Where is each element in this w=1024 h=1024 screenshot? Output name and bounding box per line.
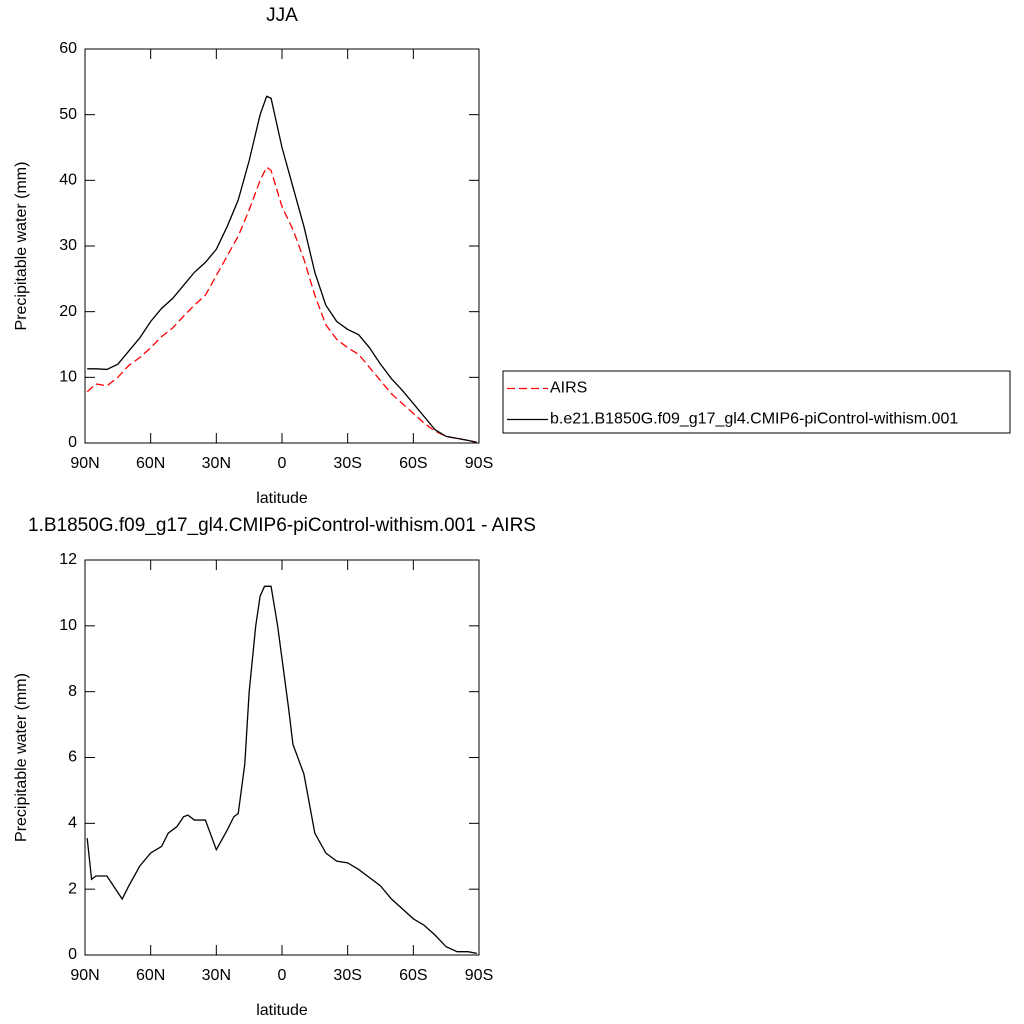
chart-title: 1.B1850G.f09_g17_gl4.CMIP6-piControl-wit… <box>28 515 536 536</box>
plot-frame <box>84 48 480 444</box>
y-tick-label: 50 <box>59 106 77 123</box>
x-tick-label: 30S <box>333 455 361 472</box>
y-tick-label: 6 <box>68 749 77 766</box>
y-tick-label: 30 <box>59 237 77 254</box>
data-line <box>86 585 477 954</box>
x-tick-label: 60S <box>399 967 427 984</box>
y-tick-label: 40 <box>59 172 77 189</box>
legend-box <box>502 370 1011 434</box>
legend-label: AIRS <box>550 380 587 397</box>
data-line <box>87 95 477 443</box>
x-axis-label: latitude <box>256 490 308 507</box>
data-line <box>86 166 477 443</box>
x-tick-label: 90S <box>465 455 493 472</box>
x-axis-label: latitude <box>256 1002 308 1019</box>
y-tick-label: 10 <box>59 617 77 634</box>
y-tick-label: 0 <box>68 434 77 451</box>
y-tick-label: 20 <box>59 303 77 320</box>
x-tick-label: 30N <box>202 967 231 984</box>
x-tick-label: 30N <box>202 455 231 472</box>
x-tick-label: 60S <box>399 455 427 472</box>
x-tick-label: 0 <box>278 967 287 984</box>
legend-label: b.e21.B1850G.f09_g17_gl4.CMIP6-piControl… <box>550 411 958 428</box>
chart-title: JJA <box>266 5 298 26</box>
y-tick-label: 10 <box>59 369 77 386</box>
x-tick-label: 30S <box>333 967 361 984</box>
y-tick-label: 0 <box>68 946 77 963</box>
x-tick-label: 90S <box>465 967 493 984</box>
y-tick-label: 8 <box>68 683 77 700</box>
x-tick-label: 60N <box>136 967 165 984</box>
y-tick-label: 4 <box>68 815 77 832</box>
y-axis-label: Precipitable water (mm) <box>13 162 30 331</box>
plot-frame <box>84 559 480 956</box>
x-tick-label: 90N <box>70 455 99 472</box>
y-tick-label: 12 <box>59 551 77 568</box>
x-tick-label: 90N <box>70 967 99 984</box>
y-axis-label: Precipitable water (mm) <box>13 673 30 842</box>
x-tick-label: 0 <box>278 455 287 472</box>
y-tick-label: 60 <box>59 40 77 57</box>
x-tick-label: 60N <box>136 455 165 472</box>
y-tick-label: 2 <box>68 880 77 897</box>
